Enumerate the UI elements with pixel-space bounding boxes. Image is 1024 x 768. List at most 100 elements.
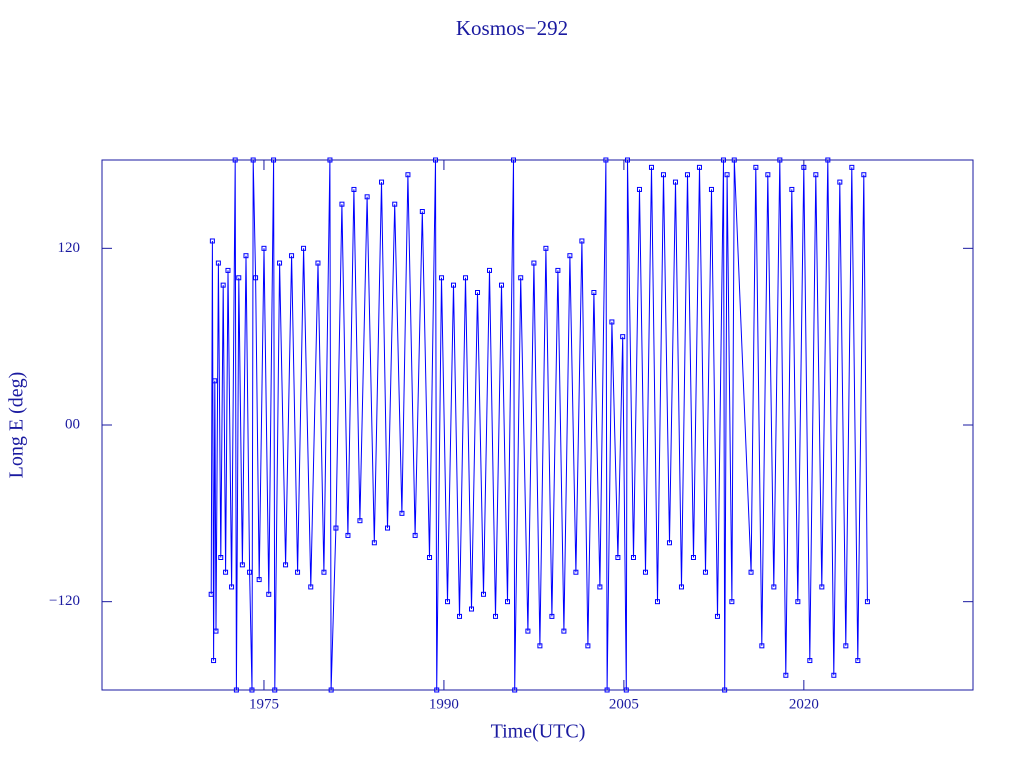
data-point bbox=[731, 157, 737, 163]
data-point bbox=[678, 584, 684, 590]
data-point bbox=[724, 172, 730, 178]
data-point bbox=[714, 613, 720, 619]
data-point bbox=[518, 275, 524, 281]
data-point bbox=[211, 658, 217, 664]
data-point bbox=[690, 555, 696, 560]
data-point bbox=[232, 157, 238, 163]
data-point bbox=[243, 253, 249, 259]
data-point bbox=[603, 157, 609, 163]
data-point bbox=[212, 378, 218, 384]
data-point bbox=[825, 157, 831, 163]
data-point bbox=[620, 334, 626, 340]
data-point bbox=[249, 687, 255, 693]
data-point bbox=[729, 599, 735, 605]
y-tick-label: −120 bbox=[49, 593, 80, 609]
data-point bbox=[469, 606, 475, 612]
data-point bbox=[327, 157, 333, 163]
data-point bbox=[351, 186, 357, 192]
data-point bbox=[315, 260, 321, 266]
x-tick-label: 2020 bbox=[789, 696, 819, 712]
data-point bbox=[672, 179, 678, 185]
data-point bbox=[624, 157, 630, 163]
data-point bbox=[505, 599, 511, 605]
data-point bbox=[215, 260, 221, 266]
data-point bbox=[451, 282, 457, 288]
data-point bbox=[789, 186, 795, 192]
y-axis-label: Long E (deg) bbox=[6, 372, 28, 479]
data-point bbox=[567, 253, 573, 259]
data-point bbox=[597, 584, 603, 590]
data-point bbox=[272, 687, 278, 693]
data-point bbox=[615, 555, 621, 560]
data-point bbox=[843, 643, 849, 649]
data-point bbox=[555, 267, 561, 273]
data-point bbox=[604, 687, 610, 693]
data-point bbox=[283, 562, 289, 568]
data-point bbox=[648, 164, 654, 170]
data-point bbox=[345, 532, 351, 538]
data-point bbox=[229, 584, 235, 590]
data-point bbox=[585, 643, 591, 649]
x-tick-label: 2005 bbox=[609, 696, 639, 712]
data-point bbox=[722, 687, 728, 693]
data-point bbox=[239, 562, 245, 568]
data-point bbox=[511, 157, 517, 163]
data-point bbox=[487, 267, 493, 273]
data-point bbox=[771, 584, 777, 590]
data-point bbox=[759, 643, 765, 649]
data-point bbox=[660, 172, 666, 178]
y-tick-label: 00 bbox=[65, 416, 80, 432]
data-point bbox=[684, 172, 690, 178]
data-point bbox=[289, 253, 295, 259]
data-point bbox=[864, 599, 870, 605]
data-point bbox=[609, 319, 615, 325]
data-point bbox=[434, 687, 440, 693]
data-point bbox=[579, 238, 585, 244]
data-point bbox=[277, 260, 283, 266]
data-point bbox=[333, 525, 339, 531]
data-point bbox=[795, 599, 801, 605]
data-point bbox=[419, 209, 425, 215]
data-point bbox=[247, 569, 253, 575]
data-point bbox=[702, 569, 708, 575]
data-point bbox=[561, 628, 567, 634]
data-point bbox=[271, 157, 277, 163]
data-point bbox=[371, 540, 377, 546]
x-tick-label: 1990 bbox=[429, 696, 459, 712]
data-point bbox=[357, 518, 363, 524]
data-point bbox=[253, 275, 259, 281]
data-point bbox=[213, 628, 219, 634]
data-point bbox=[861, 172, 867, 178]
data-point bbox=[392, 201, 398, 207]
data-point bbox=[481, 591, 487, 597]
data-point bbox=[209, 238, 215, 244]
data-point bbox=[499, 282, 505, 288]
data-point bbox=[463, 275, 469, 281]
data-point bbox=[549, 613, 555, 619]
data-point bbox=[720, 157, 726, 163]
data-point bbox=[208, 591, 214, 597]
data-point bbox=[819, 584, 825, 590]
data-point bbox=[493, 613, 499, 619]
y-tick-label: 120 bbox=[58, 240, 81, 256]
data-point bbox=[531, 260, 537, 266]
data-point bbox=[748, 569, 754, 575]
x-axis-label: Time(UTC) bbox=[491, 721, 586, 743]
data-point bbox=[445, 599, 451, 605]
x-tick-label: 1975 bbox=[249, 696, 279, 712]
data-point bbox=[837, 179, 843, 185]
data-point bbox=[250, 157, 256, 163]
data-point bbox=[295, 569, 301, 575]
data-point bbox=[801, 164, 807, 170]
data-point bbox=[412, 532, 418, 538]
data-point bbox=[266, 591, 272, 597]
data-point bbox=[630, 555, 636, 560]
data-point bbox=[405, 172, 411, 178]
data-point bbox=[512, 687, 518, 693]
data-point bbox=[849, 164, 855, 170]
data-point bbox=[233, 687, 239, 693]
data-point bbox=[525, 628, 531, 634]
data-point bbox=[218, 555, 224, 560]
data-point bbox=[591, 290, 597, 295]
